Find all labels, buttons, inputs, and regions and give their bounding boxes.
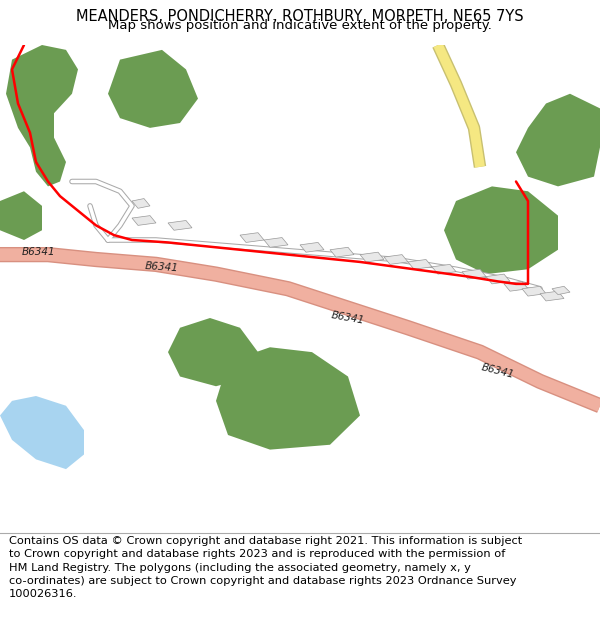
Polygon shape [240, 232, 264, 242]
Text: B6341: B6341 [145, 261, 179, 273]
Polygon shape [522, 286, 546, 296]
Polygon shape [108, 50, 198, 128]
Polygon shape [486, 274, 510, 284]
Polygon shape [432, 264, 456, 274]
Polygon shape [552, 286, 570, 294]
Polygon shape [6, 45, 78, 186]
Polygon shape [516, 94, 600, 186]
Polygon shape [504, 281, 528, 291]
Polygon shape [384, 254, 408, 264]
Polygon shape [330, 248, 354, 257]
Text: B6341: B6341 [331, 310, 365, 326]
Polygon shape [216, 348, 360, 449]
Polygon shape [408, 259, 432, 269]
Polygon shape [0, 396, 84, 469]
Polygon shape [0, 191, 42, 240]
Polygon shape [444, 186, 558, 274]
Polygon shape [540, 291, 564, 301]
Text: B6341: B6341 [481, 362, 515, 381]
Polygon shape [168, 221, 192, 230]
Polygon shape [132, 216, 156, 226]
Text: Contains OS data © Crown copyright and database right 2021. This information is : Contains OS data © Crown copyright and d… [9, 536, 522, 599]
Polygon shape [300, 242, 324, 252]
Polygon shape [462, 269, 486, 279]
Polygon shape [132, 199, 150, 208]
Text: Map shows position and indicative extent of the property.: Map shows position and indicative extent… [108, 19, 492, 32]
Polygon shape [360, 252, 384, 262]
Polygon shape [168, 318, 258, 386]
Polygon shape [264, 238, 288, 248]
Text: MEANDERS, PONDICHERRY, ROTHBURY, MORPETH, NE65 7YS: MEANDERS, PONDICHERRY, ROTHBURY, MORPETH… [76, 9, 524, 24]
Text: B6341: B6341 [22, 247, 56, 258]
